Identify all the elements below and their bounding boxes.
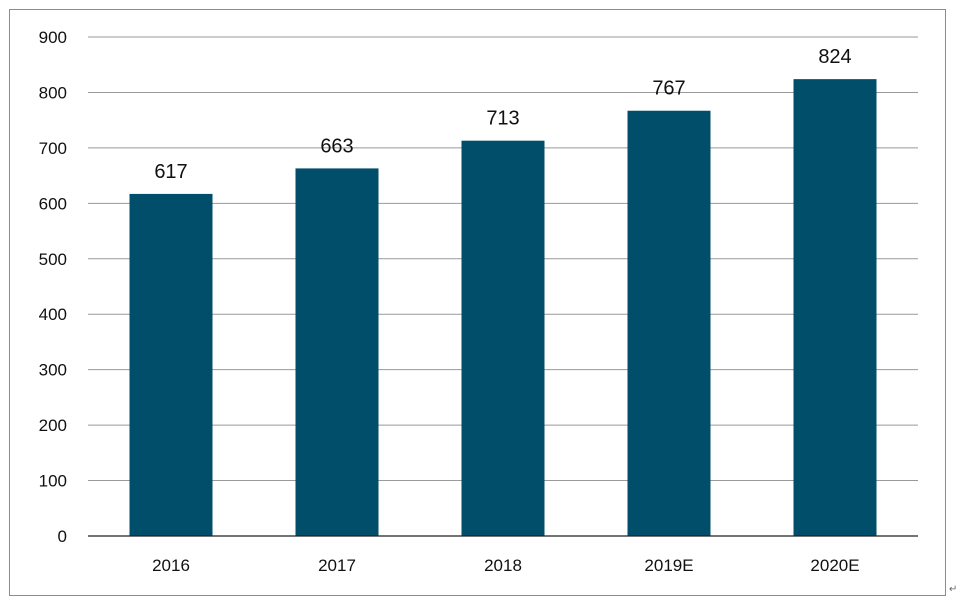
x-tick-label: 2018 [484, 556, 522, 575]
y-tick-label: 200 [39, 416, 67, 435]
chart-frame: 0 100 200 300 400 500 600 700 800 900 617 663 713 76… [9, 9, 946, 596]
y-tick-label: 500 [39, 250, 67, 269]
x-tick-label: 2016 [152, 556, 190, 575]
x-tick-label: 2019E [644, 556, 693, 575]
y-axis-tick-labels: 0 100 200 300 400 500 600 700 800 900 [39, 28, 67, 546]
y-tick-label: 700 [39, 139, 67, 158]
bar-2016 [129, 193, 213, 536]
bar-2017 [295, 168, 379, 537]
y-tick-label: 400 [39, 305, 67, 324]
paragraph-mark: ↵ [949, 584, 958, 595]
bar-chart: 0 100 200 300 400 500 600 700 800 900 617 663 713 76… [39, 28, 918, 575]
bar-2018 [461, 140, 545, 537]
y-tick-label: 800 [39, 83, 67, 102]
x-tick-label: 2017 [318, 556, 356, 575]
bar-value-labels: 617 663 713 767 824 [154, 46, 851, 183]
bar-value-label: 824 [818, 46, 851, 68]
bar-value-label: 617 [154, 161, 187, 183]
y-tick-label: 900 [39, 28, 67, 47]
bar-value-label: 663 [320, 135, 353, 157]
y-tick-label: 600 [39, 194, 67, 213]
bar-2019E [627, 110, 711, 536]
bar-2020E [793, 79, 877, 536]
y-tick-label: 300 [39, 361, 67, 380]
bar-value-label: 713 [486, 108, 519, 130]
x-axis-tick-labels: 2016 2017 2018 2019E 2020E [152, 556, 860, 575]
bars [129, 79, 877, 537]
bar-value-label: 767 [652, 78, 685, 100]
x-tick-label: 2020E [810, 556, 859, 575]
y-tick-label: 0 [58, 527, 67, 546]
y-tick-label: 100 [39, 472, 67, 491]
